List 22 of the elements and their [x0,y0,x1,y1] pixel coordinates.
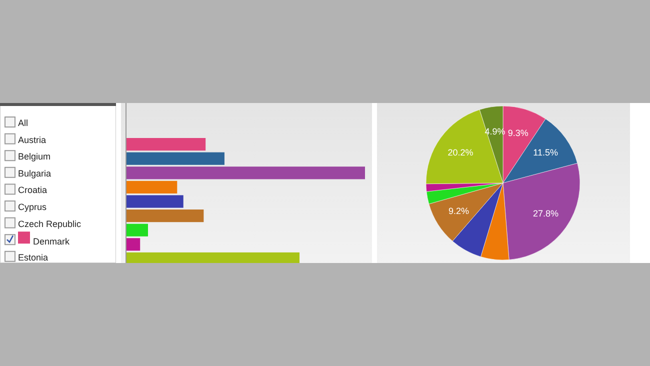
bar [126,224,148,236]
text: Cyprus [18,202,48,212]
data-label: 20.2% [448,147,474,158]
bar [126,195,184,208]
bar [126,180,178,194]
bar [126,210,204,222]
text: Croatia [18,185,48,196]
text: Denmark [33,236,70,247]
text: Estonia [18,252,48,262]
data-label: 9.2% [448,206,470,216]
bar [126,138,206,151]
text: Czech Republic [18,218,82,229]
data-label: 11.5% [533,147,558,158]
bar [126,166,365,180]
text: All [18,118,28,128]
text: Belgium [18,152,51,162]
data-label: 27.8% [532,208,558,218]
text: Bulgaria [18,168,52,178]
data-label: 9.3% [508,128,528,138]
text: Austria [18,134,46,145]
bar [126,238,140,251]
bar [126,152,224,165]
